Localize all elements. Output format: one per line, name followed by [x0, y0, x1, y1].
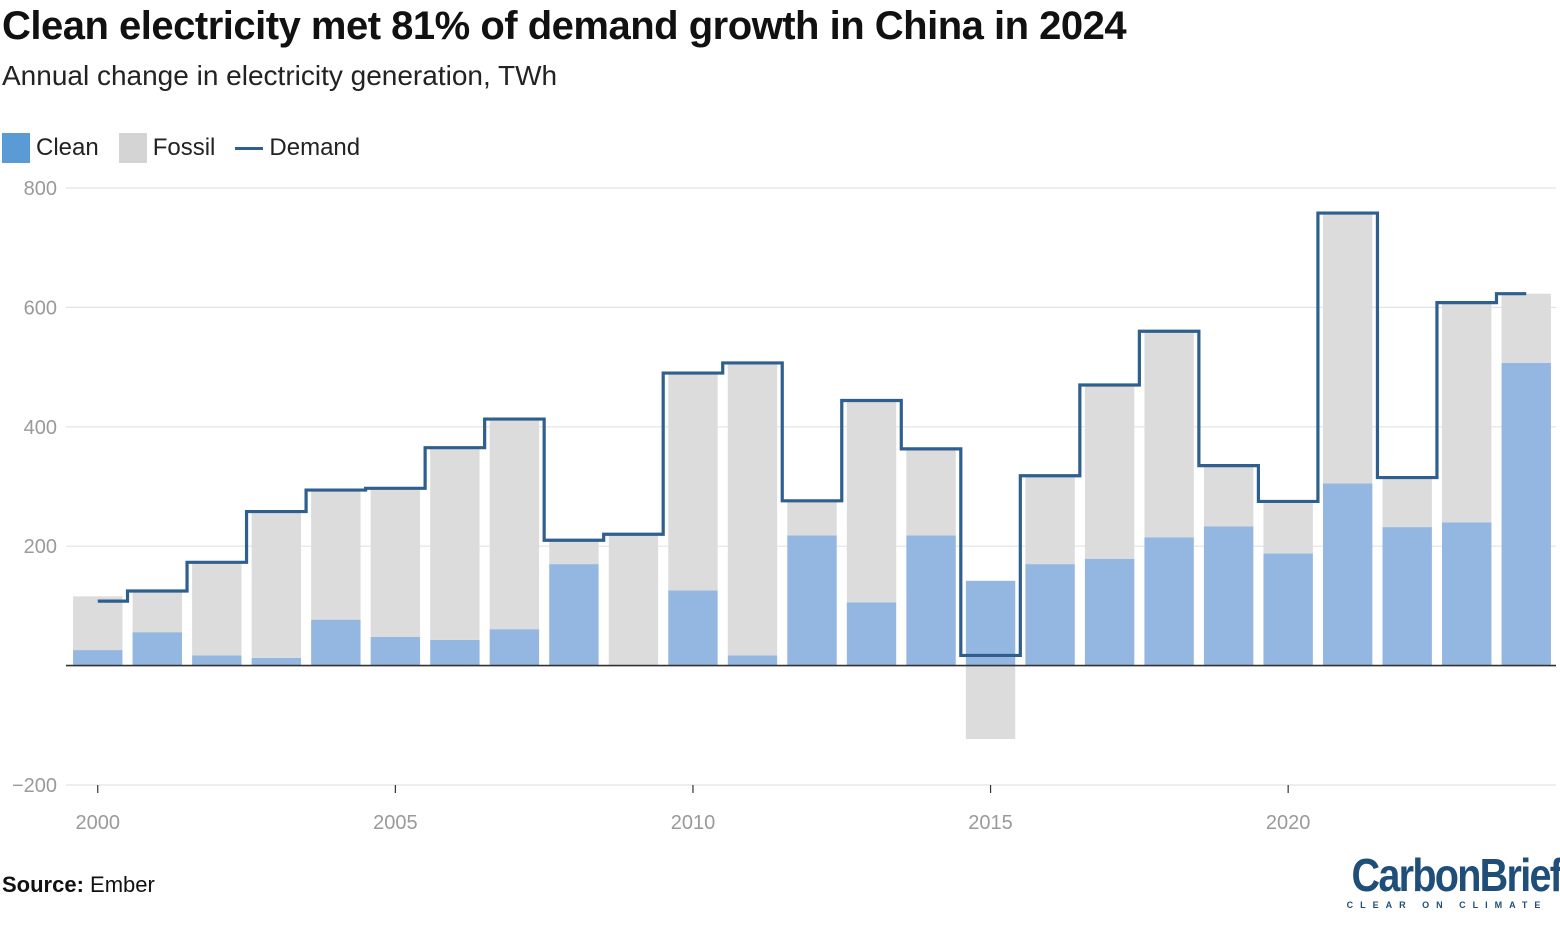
legend-item-demand: Demand: [235, 134, 360, 162]
bar-fossil-2011: [727, 362, 778, 656]
source-note: Source: Ember: [2, 872, 155, 898]
demand-line-layer: [97, 211, 1527, 658]
bar-fossil-2007: [489, 419, 540, 630]
bar-clean-2018: [1144, 537, 1194, 666]
bar-layer: [73, 211, 1551, 740]
bar-clean-2005: [370, 636, 421, 666]
bar-clean-2021: [1322, 483, 1373, 666]
x-axis-ticks: 2000 2005 2010 2015 2020: [76, 785, 1311, 834]
legend-item-fossil: Fossil: [118, 133, 216, 163]
bar-clean-2015: [965, 580, 1016, 666]
bar-clean-2013: [846, 602, 897, 666]
y-tick-label: −200: [12, 775, 57, 797]
bar-fossil-2015: [965, 665, 1016, 740]
bar-fossil-2021: [1322, 211, 1373, 484]
bar-clean-2000: [73, 650, 123, 666]
legend-swatch-demand: [235, 146, 264, 150]
bar-fossil-2022: [1382, 476, 1432, 528]
bar-fossil-2005: [370, 488, 421, 637]
x-tick-label: 2005: [373, 812, 418, 834]
bar-clean-2008: [549, 564, 599, 666]
bar-fossil-2009: [608, 533, 659, 666]
bar-clean-2020: [1263, 553, 1313, 666]
bar-clean-2019: [1203, 526, 1254, 666]
logo-tagline: CLEAR ON CLIMATE: [1346, 900, 1548, 910]
bar-fossil-2019: [1203, 465, 1254, 527]
bar-fossil-2013: [846, 400, 897, 603]
bar-clean-2007: [489, 629, 540, 666]
bar-clean-2022: [1382, 527, 1432, 666]
bar-fossil-2001: [132, 592, 182, 633]
bar-clean-2016: [1025, 564, 1075, 666]
y-tick-label: 800: [24, 178, 57, 200]
x-tick-label: 2020: [1266, 812, 1311, 834]
chart-subtitle: Annual change in electricity generation,…: [2, 60, 558, 91]
legend-swatch-fossil: [118, 133, 147, 163]
y-axis-ticks: 800 600 400 200 −200: [12, 178, 57, 797]
bar-clean-2001: [132, 632, 182, 666]
source-value: Ember: [90, 872, 155, 897]
bar-fossil-2008: [549, 539, 599, 565]
y-tick-label: 600: [24, 297, 57, 319]
bar-fossil-2000: [73, 596, 123, 651]
bar-fossil-2020: [1263, 500, 1313, 554]
x-tick-label: 2000: [76, 812, 121, 834]
bar-fossil-2003: [251, 511, 302, 658]
bar-clean-2010: [668, 590, 718, 666]
source-label: Source:: [2, 872, 84, 897]
bar-fossil-2004: [311, 490, 361, 620]
bar-fossil-2017: [1084, 383, 1135, 559]
bar-fossil-2012: [787, 500, 837, 536]
y-tick-label: 400: [24, 417, 57, 439]
bar-clean-2002: [192, 655, 242, 666]
bar-fossil-2010: [668, 372, 718, 591]
bar-clean-2024: [1501, 362, 1551, 666]
bar-fossil-2014: [906, 448, 956, 536]
bar-clean-2011: [727, 655, 778, 666]
x-tick-label: 2010: [671, 812, 716, 834]
bar-fossil-2018: [1144, 331, 1194, 538]
bar-clean-2003: [251, 657, 302, 666]
bar-clean-2017: [1084, 558, 1135, 666]
legend-item-clean: Clean: [2, 133, 99, 163]
logo-wordmark: CarbonBrief: [1351, 849, 1560, 901]
bar-fossil-2006: [430, 447, 480, 640]
legend-swatch-clean: [2, 133, 30, 163]
chart-title: Clean electricity met 81% of demand grow…: [2, 4, 1127, 48]
chart-legend: Clean Fossil Demand: [2, 132, 380, 164]
legend-label-demand: Demand: [269, 134, 361, 161]
bar-clean-2012: [787, 535, 837, 666]
bar-fossil-2002: [192, 561, 242, 656]
bar-clean-2014: [906, 535, 956, 666]
x-tick-label: 2015: [968, 812, 1013, 834]
bar-clean-2006: [430, 639, 480, 666]
legend-label-fossil: Fossil: [152, 134, 216, 161]
y-tick-label: 200: [24, 536, 57, 558]
carbonbrief-logo: CarbonBrief CLEAR ON CLIMATE: [1336, 849, 1560, 910]
bar-clean-2004: [311, 619, 361, 666]
demand-step-line: [97, 211, 1527, 658]
bar-fossil-2016: [1025, 474, 1075, 565]
bar-fossil-2023: [1442, 302, 1492, 523]
legend-label-clean: Clean: [36, 134, 99, 161]
bar-clean-2023: [1442, 522, 1492, 666]
bar-fossil-2024: [1501, 293, 1551, 363]
